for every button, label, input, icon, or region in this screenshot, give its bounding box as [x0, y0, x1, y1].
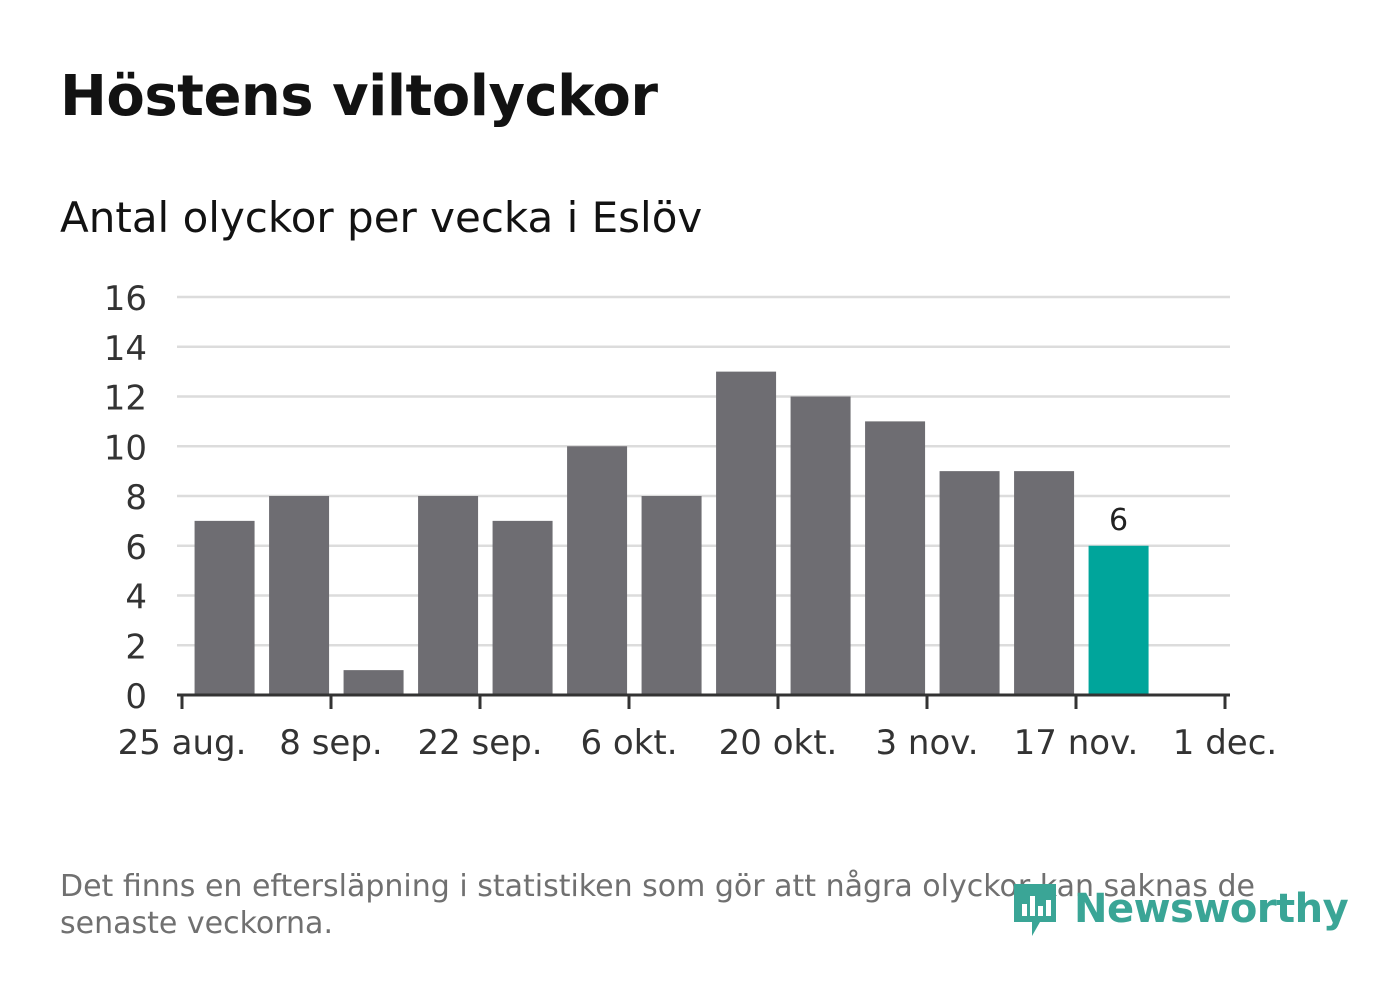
chart-title: Höstens viltolyckor [60, 64, 658, 129]
y-tick-label: 8 [125, 478, 147, 518]
y-tick-label: 10 [104, 428, 147, 468]
x-tick-label: 1 dec. [1173, 723, 1277, 763]
y-tick-label: 2 [125, 627, 147, 667]
x-tick-label: 6 okt. [580, 723, 677, 763]
x-axis-tick-labels: 25 aug. 8 sep. 22 sep. 6 okt. 20 okt. 3 nov. 1… [118, 723, 1278, 763]
bar [269, 496, 330, 695]
newsworthy-logo-icon [1014, 884, 1056, 936]
bar-chart: 0 2 4 6 8 10 12 14 16 25 aug. 8 sep. 22 sep. 6 okt.… [104, 279, 1278, 763]
x-axis [177, 693, 1230, 709]
newsworthy-logo: Newsworthy [1010, 878, 1349, 940]
y-tick-label: 6 [125, 528, 147, 568]
bar [343, 670, 404, 695]
data-labels: 6 [1109, 503, 1128, 538]
chart-subtitle: Antal olyckor per vecka i Eslöv [60, 193, 703, 242]
bar-highlight [1088, 545, 1149, 695]
newsworthy-logo-text: Newsworthy [1074, 886, 1349, 932]
bar [418, 496, 479, 695]
x-tick-label: 8 sep. [279, 723, 382, 763]
bars [194, 371, 1149, 695]
y-tick-label: 4 [125, 578, 147, 618]
y-tick-label: 14 [104, 329, 147, 369]
bar [865, 421, 926, 695]
x-tick-label: 20 okt. [719, 723, 838, 763]
x-tick-label: 17 nov. [1014, 723, 1139, 763]
bar [567, 446, 628, 695]
y-tick-label: 12 [104, 379, 147, 419]
bar [790, 396, 851, 695]
bar [939, 471, 1000, 695]
x-tick-label: 25 aug. [118, 723, 247, 763]
x-tick-label: 3 nov. [875, 723, 978, 763]
bar [1014, 471, 1075, 695]
data-label: 6 [1109, 503, 1128, 538]
y-tick-label: 0 [125, 677, 147, 717]
x-tick-label: 22 sep. [417, 723, 542, 763]
bar [194, 520, 255, 695]
bar [716, 371, 777, 695]
bar [641, 496, 702, 695]
y-tick-label: 16 [104, 279, 147, 319]
bar [492, 520, 553, 695]
y-axis-tick-labels: 0 2 4 6 8 10 12 14 16 [104, 279, 147, 717]
